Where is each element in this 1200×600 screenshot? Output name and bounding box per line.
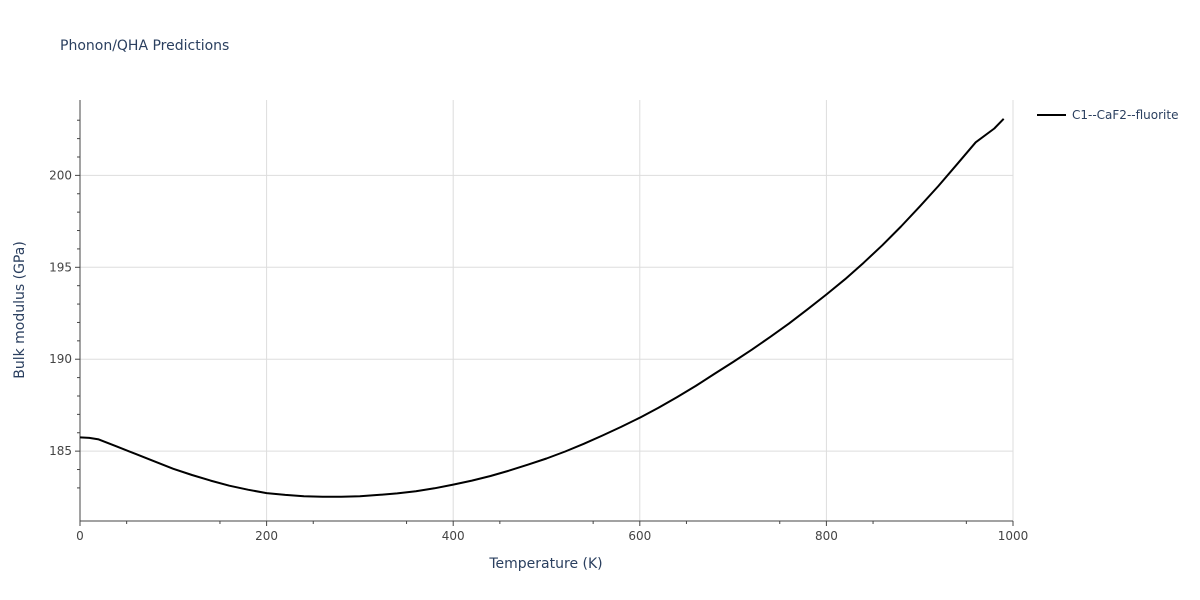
x-tick-label: 800 [815, 529, 838, 543]
y-ticks: 185 190 195 200 [49, 119, 80, 489]
y-tick-label: 200 [49, 168, 72, 182]
x-axis-title: Temperature (K) [488, 556, 602, 572]
grid [80, 100, 1014, 521]
y-axis-title: Bulk modulus (GPa) [12, 241, 28, 379]
y-tick-label: 185 [49, 444, 72, 458]
x-ticks: 0 200 400 600 800 1000 [76, 521, 1028, 543]
x-tick-label: 1000 [998, 529, 1029, 543]
legend-label: C1--CaF2--fluorite [1072, 108, 1178, 122]
legend[interactable]: C1--CaF2--fluorite [1037, 108, 1178, 122]
series-line [79, 118, 1005, 498]
y-tick-label: 190 [49, 352, 72, 366]
y-tick-label: 195 [49, 260, 72, 274]
x-tick-label: 0 [76, 529, 84, 543]
chart-title: Phonon/QHA Predictions [60, 38, 229, 54]
x-tick-label: 200 [255, 529, 278, 543]
x-tick-label: 600 [628, 529, 651, 543]
x-tick-label: 400 [442, 529, 465, 543]
series-layer [79, 118, 1005, 498]
